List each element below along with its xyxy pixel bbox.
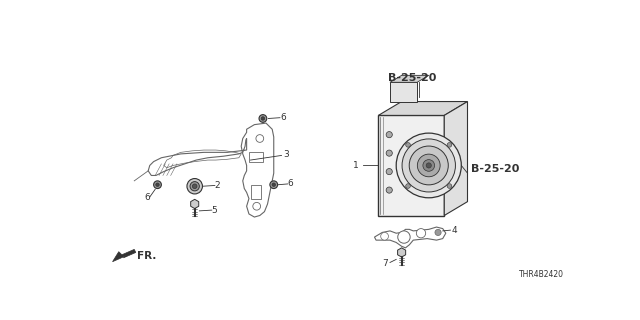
Circle shape (423, 160, 435, 171)
Circle shape (156, 183, 159, 187)
Text: B-25-20: B-25-20 (472, 164, 520, 174)
Bar (385, 122, 396, 129)
Text: THR4B2420: THR4B2420 (520, 270, 564, 279)
Circle shape (386, 169, 392, 175)
Polygon shape (191, 199, 199, 209)
Text: 6: 6 (280, 113, 285, 122)
Circle shape (261, 117, 265, 120)
Circle shape (193, 184, 197, 188)
Text: 6: 6 (144, 193, 150, 202)
Circle shape (406, 142, 410, 147)
Circle shape (402, 139, 456, 192)
Circle shape (417, 228, 426, 238)
Text: B-25-20: B-25-20 (388, 73, 437, 84)
Bar (378, 116, 444, 215)
Text: 3: 3 (283, 150, 289, 159)
Text: FR.: FR. (138, 251, 157, 260)
Polygon shape (390, 75, 429, 82)
Circle shape (417, 154, 440, 177)
Polygon shape (444, 101, 467, 215)
Circle shape (447, 142, 452, 147)
Text: 5: 5 (212, 206, 218, 215)
Circle shape (272, 183, 275, 187)
Text: 7: 7 (383, 259, 388, 268)
Text: 6: 6 (288, 180, 294, 188)
Circle shape (190, 182, 199, 191)
Text: 1: 1 (353, 161, 359, 170)
Circle shape (381, 232, 388, 240)
Text: 2: 2 (215, 181, 220, 190)
Polygon shape (113, 249, 136, 262)
Circle shape (253, 203, 260, 210)
Polygon shape (390, 82, 417, 101)
Circle shape (386, 132, 392, 138)
Circle shape (270, 181, 278, 188)
Circle shape (397, 231, 410, 243)
Circle shape (409, 146, 448, 185)
Circle shape (406, 184, 410, 188)
Bar (250, 185, 261, 198)
Circle shape (187, 179, 202, 194)
Polygon shape (378, 101, 467, 116)
Circle shape (435, 229, 441, 236)
Circle shape (447, 184, 452, 188)
Circle shape (386, 187, 392, 193)
Circle shape (386, 150, 392, 156)
Circle shape (259, 115, 267, 122)
Circle shape (426, 163, 431, 168)
Circle shape (154, 181, 161, 188)
Text: 4: 4 (452, 226, 458, 235)
Circle shape (256, 135, 264, 142)
Polygon shape (397, 248, 406, 257)
Circle shape (396, 133, 461, 198)
Bar (249, 152, 263, 162)
